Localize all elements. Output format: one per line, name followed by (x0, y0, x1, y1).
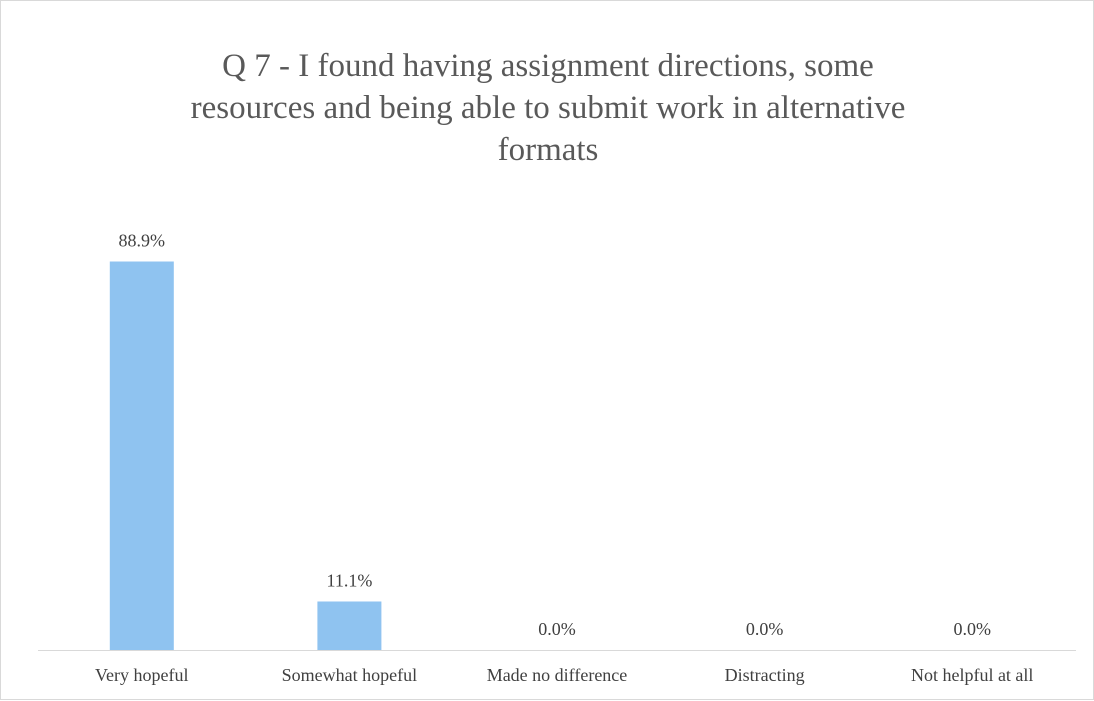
bar-value-label-1: 11.1% (326, 570, 372, 590)
chart-title-line-2: resources and being able to submit work … (190, 90, 906, 126)
bars-group (109, 261, 382, 650)
bar-value-label-0: 88.9% (119, 231, 166, 251)
chart-title-line-3: formats (497, 132, 599, 168)
category-label-0: Very hopeful (95, 665, 188, 685)
category-labels-group: Very hopeful Somewhat hopeful Made no diff… (95, 665, 1033, 685)
category-label-1: Somewhat hopeful (282, 665, 417, 685)
bar-1 (317, 601, 382, 650)
category-label-3: Distracting (725, 665, 805, 685)
category-label-4: Not helpful at all (911, 665, 1033, 685)
chart-title: Q 7 - I found having assignment directio… (98, 45, 998, 171)
bar-0 (109, 261, 174, 650)
bar-value-label-4: 0.0% (953, 619, 991, 639)
bar-value-label-3: 0.0% (746, 619, 784, 639)
bar-value-label-2: 0.0% (538, 619, 576, 639)
chart-title-line-1: Q 7 - I found having assignment directio… (222, 48, 874, 84)
category-label-2: Made no difference (487, 665, 628, 685)
value-labels-group: 88.9% 11.1% 0.0% 0.0% 0.0% (119, 231, 991, 639)
